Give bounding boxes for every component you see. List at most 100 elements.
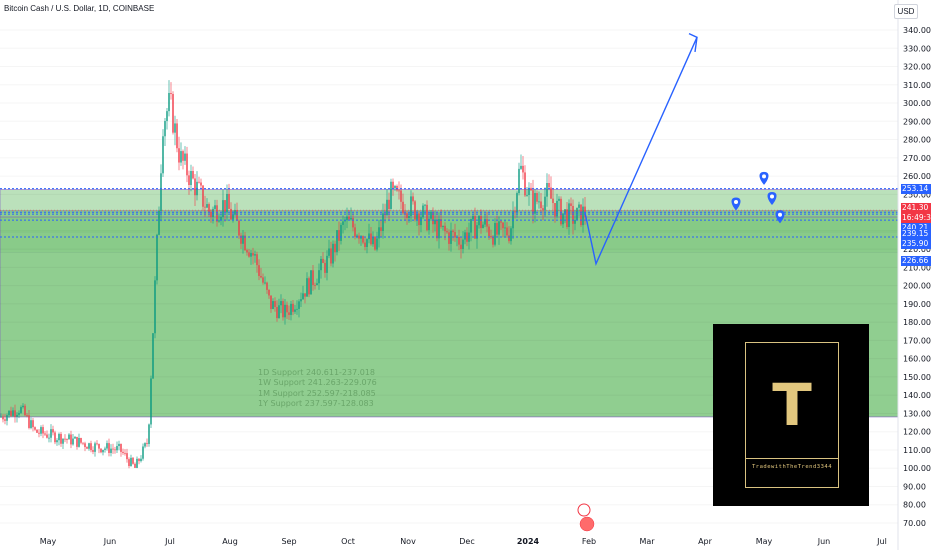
- candle-body: [188, 175, 190, 186]
- candle-body: [392, 181, 394, 189]
- time-tick-label: Jun: [817, 537, 831, 546]
- candle-body: [288, 312, 290, 315]
- candle-body: [454, 232, 456, 238]
- candle-body: [338, 230, 340, 241]
- candle-body: [58, 433, 60, 441]
- candle-body: [488, 226, 490, 237]
- candle-body: [516, 193, 518, 213]
- candle-body: [2, 416, 4, 420]
- candle-body: [132, 457, 134, 464]
- candle-body: [470, 219, 472, 233]
- candle-body: [334, 243, 336, 253]
- pin-center: [770, 194, 774, 199]
- candle-body: [62, 438, 64, 444]
- candle-body: [8, 410, 10, 416]
- candle-body: [98, 443, 100, 449]
- candle-body: [506, 227, 508, 236]
- support-label-1m: 1M Support 252.597-218.085: [258, 389, 376, 398]
- candle-body: [26, 415, 28, 417]
- candle-body: [580, 204, 582, 226]
- candle-body: [554, 203, 556, 217]
- candle-body: [14, 410, 16, 417]
- support-label-1y: 1Y Support 237.597-128.083: [258, 399, 374, 408]
- candle-body: [232, 214, 234, 220]
- candle-body: [170, 92, 172, 95]
- candle-body: [198, 181, 200, 183]
- candle-body: [286, 304, 288, 313]
- price-tick-label: 200.00: [903, 282, 931, 291]
- candle-body: [210, 211, 212, 218]
- candle-body: [450, 230, 452, 244]
- candle-body: [438, 219, 440, 239]
- candle-body: [376, 238, 378, 250]
- price-badge: 239.15: [901, 229, 931, 240]
- candle-body: [472, 216, 474, 220]
- candle-body: [476, 225, 478, 239]
- candle-body: [424, 204, 426, 206]
- price-tick-label: 100.00: [903, 464, 931, 473]
- candle-body: [206, 204, 208, 208]
- candle-body: [420, 217, 422, 226]
- candle-body: [252, 253, 254, 256]
- candle-body: [502, 222, 504, 229]
- candle-body: [570, 203, 572, 206]
- candle-body: [214, 205, 216, 209]
- candle-body: [114, 449, 116, 451]
- candle-body: [260, 275, 262, 278]
- logo-divider: [746, 458, 838, 459]
- candle-body: [284, 304, 286, 318]
- candle-body: [526, 194, 528, 196]
- candle-body: [356, 235, 358, 237]
- candle-body: [256, 254, 258, 266]
- candle-body: [354, 227, 356, 237]
- candle-body: [466, 232, 468, 242]
- candle-body: [76, 436, 78, 447]
- candle-body: [418, 213, 420, 226]
- candle-body: [528, 187, 530, 195]
- candle-body: [18, 412, 20, 415]
- candle-body: [342, 221, 344, 225]
- candle-body: [30, 420, 32, 428]
- candle-body: [308, 278, 310, 295]
- candle-body: [482, 224, 484, 228]
- candle-body: [574, 219, 576, 224]
- candle-body: [220, 216, 222, 221]
- candle-body: [416, 213, 418, 220]
- candle-body: [142, 446, 144, 459]
- candle-body: [60, 433, 62, 444]
- candle-body: [452, 230, 454, 233]
- candle-body: [478, 216, 480, 226]
- price-tick-label: 280.00: [903, 136, 931, 145]
- candle-body: [56, 440, 58, 443]
- candle-body: [382, 213, 384, 231]
- candle-body: [430, 211, 432, 219]
- candle-body: [362, 236, 364, 243]
- candle-body: [352, 218, 354, 228]
- candle-body: [410, 196, 412, 217]
- candle-body: [16, 414, 18, 417]
- candle-body: [20, 407, 22, 413]
- candle-body: [118, 443, 120, 447]
- candle-body: [54, 432, 56, 443]
- price-tick-label: 120.00: [903, 428, 931, 437]
- candle-body: [264, 282, 266, 284]
- candle-body: [494, 222, 496, 245]
- time-tick-label: 2024: [517, 537, 540, 546]
- candle-body: [182, 151, 184, 161]
- time-tick-label: May: [756, 537, 773, 546]
- candle-body: [254, 254, 256, 256]
- candle-body: [116, 446, 118, 451]
- time-tick-label: Aug: [222, 537, 238, 546]
- time-tick-label: Jul: [876, 537, 887, 546]
- currency-button[interactable]: USD: [894, 4, 918, 19]
- candle-body: [106, 443, 108, 449]
- candle-body: [514, 211, 516, 213]
- candle-body: [394, 185, 396, 189]
- candle-body: [440, 219, 442, 227]
- candle-body: [216, 205, 218, 222]
- candle-body: [300, 299, 302, 302]
- candle-body: [496, 222, 498, 235]
- candle-body: [326, 255, 328, 273]
- candle-body: [436, 219, 438, 239]
- candle-body: [276, 306, 278, 319]
